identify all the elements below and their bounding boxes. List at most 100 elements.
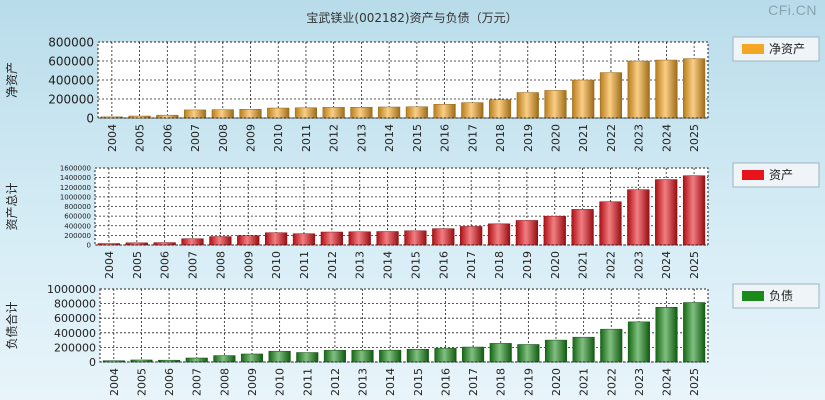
- bar-2015: [404, 230, 427, 246]
- x-tick-label: 2006: [159, 251, 172, 279]
- bar-2013: [348, 231, 371, 246]
- x-tick-label: 2019: [522, 368, 535, 396]
- x-tick-label: 2014: [382, 251, 395, 279]
- y-tick-label: 200000: [54, 341, 96, 354]
- x-tick-label: 2013: [357, 368, 370, 396]
- x-tick-label: 2011: [298, 251, 311, 279]
- plot-border: [99, 288, 709, 363]
- y-tick-label: 1600000: [60, 165, 91, 173]
- bar-2010: [264, 232, 288, 246]
- bar-2009: [237, 235, 260, 246]
- x-tick-label: 2022: [605, 368, 618, 396]
- x-tick-label: 2018: [494, 124, 507, 152]
- x-tick-label: 2021: [577, 251, 590, 279]
- bar-2008: [213, 355, 236, 363]
- bar-2019: [515, 220, 539, 246]
- x-tick-label: 2020: [550, 124, 563, 152]
- bar-2006: [158, 359, 181, 363]
- bar-2013: [351, 350, 374, 363]
- x-tick-label: 2005: [134, 124, 147, 152]
- bar-2005: [130, 359, 153, 363]
- y-tick-label: 0: [89, 356, 96, 369]
- bar-2007: [185, 357, 208, 363]
- x-tick-label: 2009: [242, 251, 255, 279]
- bar-2020: [544, 339, 568, 363]
- x-tick-label: 2013: [354, 251, 367, 279]
- x-tick-label: 2021: [578, 368, 591, 396]
- x-tick-label: 2025: [688, 251, 701, 279]
- bar-2018: [489, 343, 512, 363]
- y-tick-label: 0: [87, 242, 91, 250]
- bar-2018: [487, 223, 511, 246]
- y-tick-label: 800000: [64, 203, 91, 211]
- bar-2012: [323, 350, 346, 363]
- x-tick-label: 2015: [409, 251, 422, 279]
- bar-2024: [655, 59, 678, 119]
- bar-2025: [682, 175, 706, 246]
- x-tick-label: 2016: [439, 124, 452, 152]
- legend-资产: 资产: [732, 162, 820, 188]
- y-axis-label: 资产总计: [5, 182, 19, 230]
- legend-label: 负债: [769, 289, 793, 303]
- y-tick-label: 400000: [48, 73, 94, 87]
- bar-2014: [379, 349, 402, 363]
- x-tick-label: 2025: [688, 124, 701, 152]
- x-tick-label: 2006: [161, 124, 174, 152]
- x-tick-label: 2005: [131, 251, 144, 279]
- bar-2010: [268, 350, 291, 363]
- x-tick-label: 2017: [467, 368, 480, 396]
- x-tick-label: 2017: [465, 251, 478, 279]
- x-tick-label: 2012: [326, 251, 339, 279]
- y-tick-label: 400000: [54, 327, 96, 340]
- legend-swatch: [742, 170, 764, 180]
- x-tick-label: 2022: [604, 251, 617, 279]
- x-tick-label: 2011: [300, 124, 313, 152]
- bar-2015: [406, 348, 429, 363]
- x-tick-label: 2007: [191, 368, 204, 396]
- x-tick-label: 2024: [660, 124, 673, 152]
- bar-2022: [599, 72, 623, 119]
- bar-2024: [655, 307, 678, 363]
- bar-2021: [571, 209, 594, 246]
- bar-2024: [655, 179, 678, 246]
- bar-2025: [683, 58, 706, 119]
- bar-2016: [433, 103, 456, 119]
- x-tick-label: 2005: [135, 368, 148, 396]
- chart-title: 宝武镁业(002182)资产与负债（万元）: [306, 11, 517, 25]
- x-tick-label: 2008: [217, 124, 230, 152]
- legend-净资产: 净资产: [732, 36, 820, 62]
- bar-2014: [378, 106, 401, 119]
- bar-2021: [572, 79, 595, 119]
- x-tick-label: 2004: [103, 251, 116, 279]
- x-tick-label: 2013: [355, 124, 368, 152]
- x-tick-label: 2004: [106, 124, 119, 152]
- x-tick-label: 2023: [633, 124, 646, 152]
- y-tick-label: 1400000: [60, 174, 91, 182]
- x-tick-label: 2012: [329, 368, 342, 396]
- x-tick-label: 2007: [189, 124, 202, 152]
- legend-swatch: [742, 44, 764, 54]
- x-tick-label: 2007: [187, 251, 200, 279]
- x-tick-label: 2019: [522, 124, 535, 152]
- x-tick-label: 2009: [245, 124, 258, 152]
- bar-2007: [181, 238, 204, 246]
- bar-2020: [543, 215, 566, 246]
- y-tick-label: 600000: [48, 54, 94, 68]
- y-tick-label: 1200000: [60, 184, 91, 192]
- bar-2011: [294, 107, 318, 119]
- bar-2025: [683, 302, 706, 363]
- bar-2011: [296, 352, 319, 363]
- y-tick-label: 800000: [54, 298, 96, 311]
- bar-2004: [102, 360, 125, 363]
- bar-2004: [100, 116, 123, 119]
- x-tick-label: 2023: [632, 251, 645, 279]
- x-tick-label: 2009: [246, 368, 259, 396]
- y-tick-label: 600000: [64, 213, 91, 221]
- x-tick-label: 2012: [328, 124, 341, 152]
- x-tick-label: 2020: [550, 368, 563, 396]
- bar-2016: [432, 228, 455, 246]
- bar-2009: [240, 353, 264, 363]
